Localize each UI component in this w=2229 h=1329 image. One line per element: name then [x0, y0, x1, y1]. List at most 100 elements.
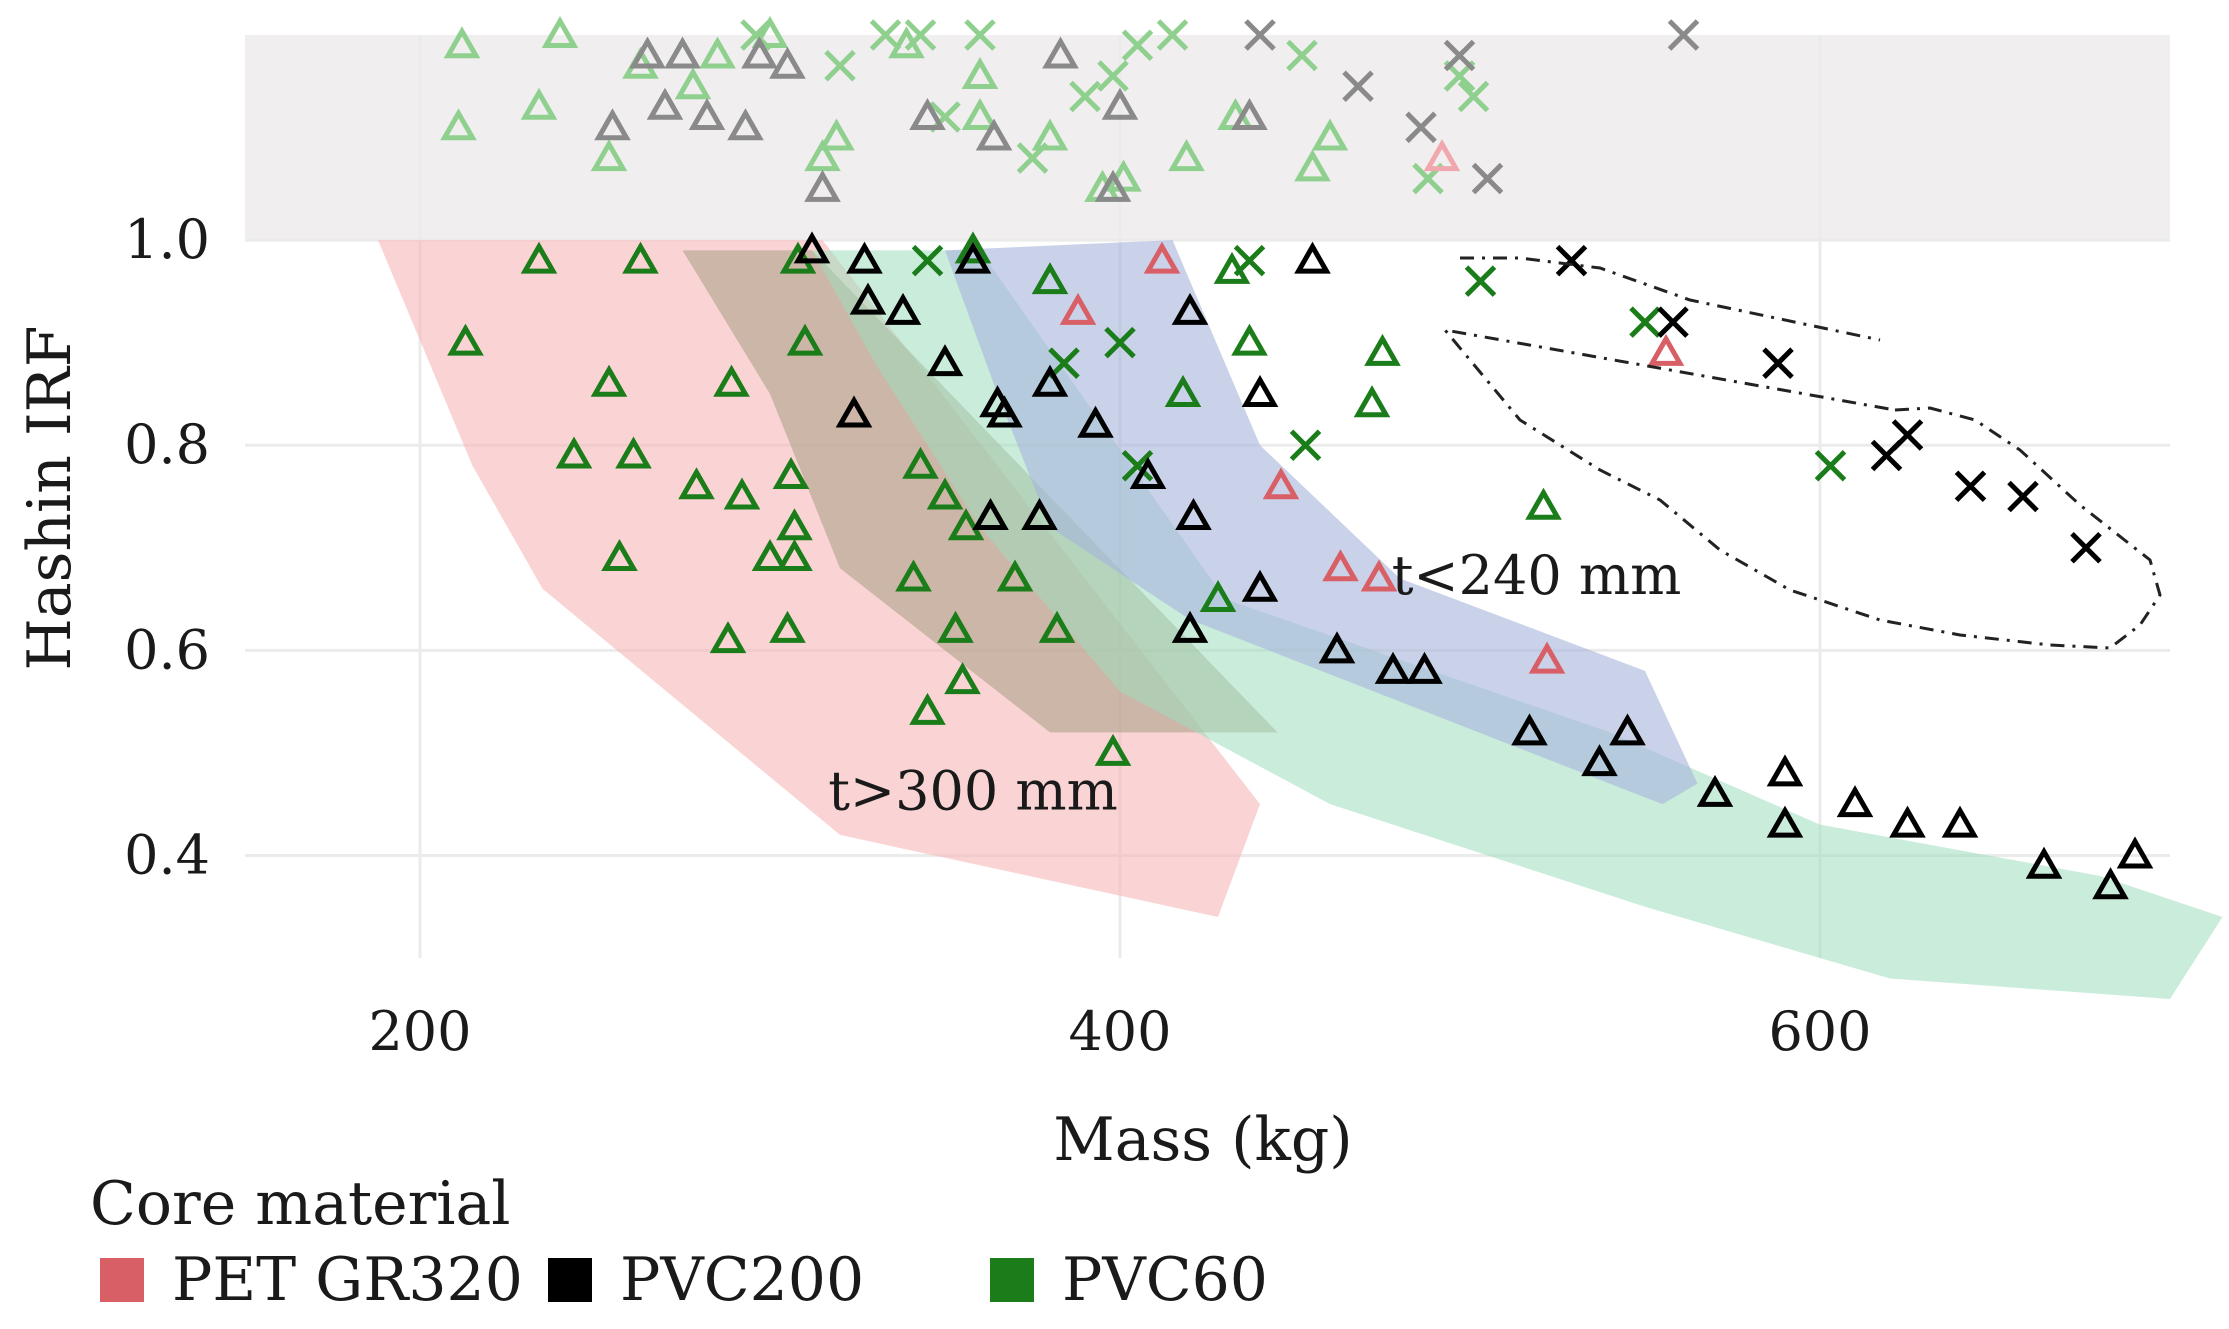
triangle-point	[1241, 569, 1279, 602]
triangle-point	[629, 36, 666, 69]
legend-swatch	[548, 1258, 592, 1302]
triangle-point	[723, 477, 761, 510]
triangle-point	[1042, 36, 1079, 69]
triangle-point	[849, 282, 887, 315]
triangle-point	[1171, 610, 1209, 643]
triangle-point	[909, 98, 946, 131]
triangle-point	[699, 36, 736, 69]
cross-point	[1048, 347, 1080, 379]
triangle-point	[1168, 139, 1205, 172]
legend-swatch	[990, 1258, 1034, 1302]
triangle-point	[727, 108, 764, 141]
cross-point	[1121, 29, 1154, 62]
triangle-point	[1294, 149, 1331, 182]
y-tick-label: 0.6	[124, 618, 210, 681]
data-points	[440, 15, 2154, 900]
triangle-point	[1294, 241, 1331, 274]
triangle-point	[1094, 169, 1132, 202]
triangle-point	[1609, 713, 1646, 746]
triangle-point	[1322, 549, 1359, 582]
triangle-point	[2092, 867, 2129, 900]
triangle-point	[674, 67, 712, 100]
triangle-point	[1059, 292, 1097, 325]
x-axis-ticks: 200 400 600	[368, 1000, 1871, 1063]
annot-t-greater-300: t>300 mm	[828, 759, 1118, 822]
triangle-point	[1164, 374, 1202, 407]
cross-point	[1342, 70, 1374, 103]
triangle-point	[786, 323, 824, 356]
cross-point	[1244, 19, 1276, 51]
x-tick-label: 200	[368, 1000, 471, 1063]
triangle-point	[804, 139, 841, 172]
triangle-point	[440, 108, 477, 141]
triangle-point	[615, 436, 652, 469]
legend-label: PVC200	[620, 1245, 864, 1315]
triangle-point	[954, 231, 992, 264]
triangle-point	[1171, 292, 1209, 325]
triangle-point	[1262, 467, 1300, 500]
cross-point	[869, 19, 902, 51]
green-region	[812, 250, 2223, 1000]
triangle-point	[769, 46, 806, 79]
triangle-point	[944, 662, 981, 695]
cross-point	[1814, 449, 1847, 482]
triangle-point	[520, 87, 558, 120]
triangle-point	[793, 231, 831, 264]
legend: Core material PET GR320 PVC200 PVC60	[90, 1169, 1268, 1315]
cross-point	[1629, 306, 1661, 338]
cross-point	[1891, 419, 1924, 451]
triangle-point	[1374, 651, 1412, 684]
triangle-point	[1143, 241, 1181, 274]
legend-title: Core material	[90, 1169, 510, 1239]
triangle-point	[664, 36, 701, 69]
triangle-point	[776, 538, 813, 572]
cross-point	[1762, 347, 1794, 379]
triangle-point	[447, 323, 484, 356]
triangle-point	[1525, 487, 1562, 520]
triangle-point	[1231, 323, 1268, 356]
triangle-point	[1581, 744, 1618, 777]
cross-point	[1233, 244, 1266, 277]
triangle-point	[1031, 364, 1069, 397]
triangle-point	[2025, 846, 2063, 879]
triangle-point	[895, 559, 932, 592]
triangle-point	[1077, 405, 1114, 438]
triangle-point	[1101, 87, 1139, 120]
x-tick-label: 600	[1768, 1000, 1871, 1063]
cross-point	[1016, 142, 1049, 174]
triangle-point	[926, 344, 964, 377]
cross-point	[1954, 470, 1987, 503]
triangle-point	[772, 456, 810, 489]
cross-point	[1471, 162, 1504, 195]
triangle-point	[996, 559, 1034, 592]
triangle-point	[678, 467, 715, 500]
triangle-point	[1889, 805, 1926, 838]
cross-point	[824, 49, 856, 82]
cross-point	[1097, 60, 1129, 92]
cross-point	[1667, 19, 1700, 51]
triangle-point	[1231, 98, 1268, 131]
triangle-point	[1094, 733, 1132, 766]
triangle-point	[1031, 262, 1069, 295]
triangle-point	[1021, 497, 1058, 531]
y-tick-label: 0.4	[124, 823, 210, 886]
triangle-point	[776, 508, 813, 541]
triangle-point	[954, 241, 992, 274]
cross-point	[1289, 429, 1322, 461]
cross-point	[1555, 244, 1588, 277]
cross-point	[1457, 80, 1490, 113]
cross-point	[2070, 532, 2102, 564]
y-axis-title: Hashin IRF	[15, 326, 85, 671]
blue-region	[945, 240, 1698, 805]
triangle-point	[1766, 805, 1804, 838]
triangle-point	[646, 87, 684, 120]
triangle-point	[1311, 118, 1349, 151]
triangle-point	[1528, 641, 1566, 674]
x-tick-label: 400	[1068, 1000, 1171, 1063]
legend-label: PVC60	[1062, 1245, 1268, 1315]
triangle-point	[443, 26, 481, 59]
cross-point	[1405, 111, 1437, 144]
triangle-point	[961, 98, 999, 131]
triangle-point	[909, 692, 946, 725]
triangle-point	[947, 508, 985, 541]
